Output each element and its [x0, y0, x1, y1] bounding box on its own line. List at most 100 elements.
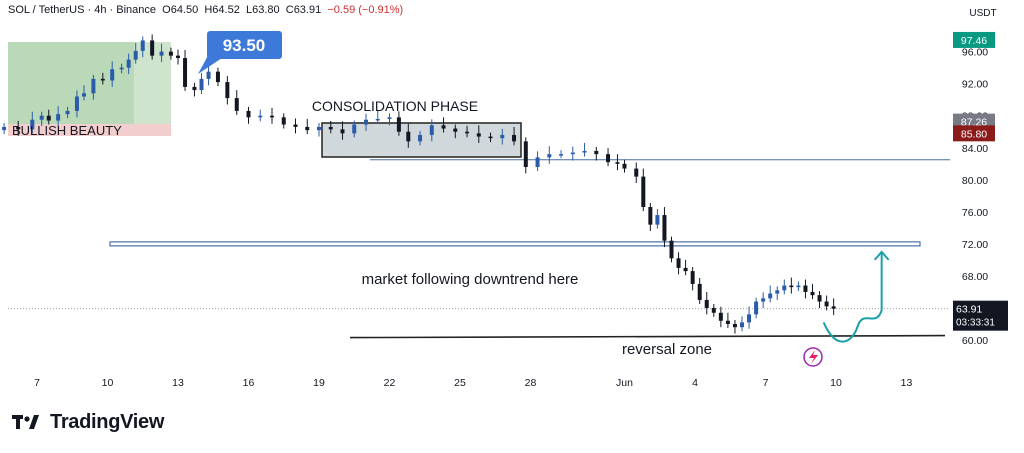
downtrend-annotation: market following downtrend here	[362, 271, 579, 288]
bullish-label-band	[8, 124, 171, 136]
candle-body	[641, 176, 646, 208]
candle-body	[676, 258, 681, 268]
candle-body	[523, 141, 528, 167]
candle-body	[512, 134, 517, 142]
price-tick-label: 60.00	[962, 335, 988, 347]
candle-body	[669, 240, 674, 259]
price-chart[interactable]: USDT96.0092.0088.0084.0080.0076.0072.006…	[0, 0, 1024, 400]
candle-body	[140, 40, 145, 51]
candle-body	[718, 312, 723, 321]
candle-body	[215, 71, 220, 83]
candle-body	[387, 117, 392, 119]
bar-countdown: 03:33:31	[956, 318, 995, 329]
symbol-name[interactable]: SOL / TetherUS	[8, 4, 85, 16]
candle-body	[465, 131, 470, 134]
change-value: −0.59 (−0.91%)	[327, 4, 404, 16]
candle-body	[305, 126, 310, 131]
brand-name: TradingView	[50, 411, 165, 433]
high-value: H64.52	[204, 4, 240, 16]
candle-body	[754, 301, 759, 315]
candle-body	[82, 93, 86, 97]
candle-body	[622, 163, 627, 169]
candle-body	[740, 322, 744, 328]
candle-body	[747, 314, 752, 323]
date-tick-label: 28	[525, 377, 537, 389]
candle-body	[91, 78, 96, 94]
candle-body	[396, 117, 401, 132]
candle-body	[225, 82, 230, 99]
candle-body	[258, 115, 263, 118]
consolidation-annotation: CONSOLIDATION PHASE	[312, 98, 478, 114]
candle-body	[582, 150, 587, 153]
price-tag-red: 85.80	[961, 128, 987, 140]
candle-body	[559, 154, 564, 156]
date-tick-label: 10	[830, 377, 842, 389]
date-tick-label: 13	[172, 377, 184, 389]
date-tick-label: 25	[454, 377, 466, 389]
candle-body	[775, 290, 780, 294]
candle-body	[16, 126, 21, 130]
candle-body	[761, 298, 766, 302]
date-tick-label: 13	[901, 377, 913, 389]
peak-callout-bg	[207, 31, 282, 59]
peak-callout-label: 93.50	[223, 36, 266, 55]
candle-body	[535, 157, 540, 167]
candle-body	[570, 152, 575, 155]
candle-body	[317, 126, 321, 131]
date-tick-label: 7	[34, 377, 40, 389]
candle-body	[159, 51, 164, 56]
date-tick-label: 7	[763, 377, 769, 389]
price-tick-label: 84.00	[962, 143, 988, 155]
candle-body	[340, 129, 345, 134]
candle-body	[150, 40, 155, 56]
candle-body	[655, 215, 660, 225]
candle-body	[39, 115, 44, 120]
candle-body	[2, 126, 7, 131]
date-tick-label: 4	[692, 377, 698, 389]
candle-body	[488, 136, 493, 139]
candle-body	[234, 98, 239, 111]
price-tag-top: 97.46	[961, 35, 987, 47]
interval-label[interactable]: 4h	[94, 4, 107, 16]
candle-body	[648, 207, 653, 225]
candle-body	[662, 215, 667, 241]
candle-body	[476, 133, 481, 137]
last-price-tag-bg	[953, 300, 1008, 331]
tradingview-logo-icon	[12, 414, 39, 429]
price-tick-label: 76.00	[962, 207, 988, 219]
candle-body	[810, 291, 815, 296]
price-tick-label: 80.00	[962, 175, 988, 187]
candle-body	[418, 134, 423, 142]
candle-body	[789, 285, 794, 288]
candle-body	[441, 125, 446, 129]
candle-body	[100, 78, 105, 81]
candle-body	[192, 86, 197, 91]
candle-body	[364, 119, 368, 125]
candle-body	[168, 51, 173, 56]
candle-body	[831, 306, 836, 309]
date-tick-label: 19	[313, 377, 325, 389]
candle-body	[183, 58, 188, 87]
price-tick-label: 72.00	[962, 239, 988, 251]
candle-body	[711, 307, 716, 313]
resistance-band	[109, 241, 921, 247]
date-tick-label: 10	[102, 377, 114, 389]
forecast-arrowhead-icon	[873, 250, 890, 261]
candle-body	[375, 118, 380, 121]
candle-body	[293, 124, 298, 127]
candle-body	[547, 154, 552, 158]
candle-body	[352, 124, 357, 134]
chart-area[interactable]: USDT96.0092.0088.0084.0080.0076.0072.006…	[0, 0, 1024, 400]
candle-body	[406, 131, 411, 142]
candle-body	[206, 71, 211, 79]
candle-body	[782, 285, 787, 291]
candle-body	[768, 293, 773, 299]
price-tag-red-bg	[953, 125, 995, 142]
candle-body	[796, 285, 801, 288]
last-price-tag: 63.91	[956, 304, 982, 316]
forecast-path	[822, 251, 883, 343]
date-tick-label: 22	[384, 377, 396, 389]
peak-callout-pointer	[198, 52, 222, 74]
candle-body	[606, 154, 611, 163]
candle-body	[46, 115, 51, 121]
